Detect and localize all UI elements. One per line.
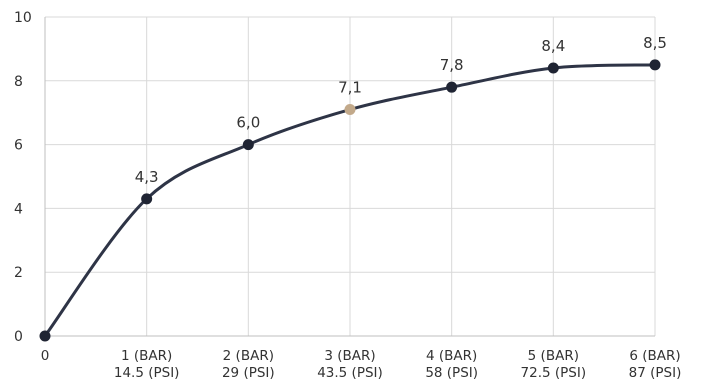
x-tick-label: 72.5 (PSI) xyxy=(521,365,587,381)
data-point xyxy=(446,81,458,93)
x-tick-label: 29 (PSI) xyxy=(222,365,275,381)
data-point xyxy=(547,62,559,74)
data-point xyxy=(649,59,661,71)
y-tick-label: 10 xyxy=(14,10,32,26)
data-label: 8,5 xyxy=(643,34,667,52)
y-tick-label: 4 xyxy=(14,201,23,217)
x-tick-label: 43.5 (PSI) xyxy=(317,365,383,381)
x-tick-label: 3 (BAR) xyxy=(324,348,375,364)
y-tick-label: 8 xyxy=(14,74,23,90)
data-labels: 4,3 6,0 7,1 7,8 8,4 8,5 xyxy=(135,34,667,186)
data-label: 6,0 xyxy=(236,114,260,132)
x-tick-label: 87 (PSI) xyxy=(629,365,682,381)
x-tick-label: 58 (PSI) xyxy=(425,365,478,381)
x-tick-label: 14.5 (PSI) xyxy=(114,365,180,381)
x-tick-label: 4 (BAR) xyxy=(426,348,477,364)
x-tick-label: 0 xyxy=(41,348,50,364)
data-label: 7,1 xyxy=(338,79,362,97)
data-point xyxy=(242,139,254,151)
data-point xyxy=(344,104,356,116)
x-tick-label: 6 (BAR) xyxy=(629,348,680,364)
x-tick-label: 5 (BAR) xyxy=(528,348,579,364)
series xyxy=(39,59,661,342)
data-label: 7,8 xyxy=(440,56,464,74)
data-point xyxy=(141,193,153,205)
x-tick-label: 2 (BAR) xyxy=(223,348,274,364)
y-tick-label: 0 xyxy=(14,329,23,345)
y-tick-label: 2 xyxy=(14,265,23,281)
data-point xyxy=(39,330,51,342)
x-tick-label: 1 (BAR) xyxy=(121,348,172,364)
y-tick-label: 6 xyxy=(14,138,23,154)
data-label: 8,4 xyxy=(541,37,565,55)
data-label: 4,3 xyxy=(135,168,159,186)
axes: 0 2 4 6 8 10 0 1 (BAR)14.5 (PSI) 2 (BAR)29 (PSI)… xyxy=(14,10,681,381)
